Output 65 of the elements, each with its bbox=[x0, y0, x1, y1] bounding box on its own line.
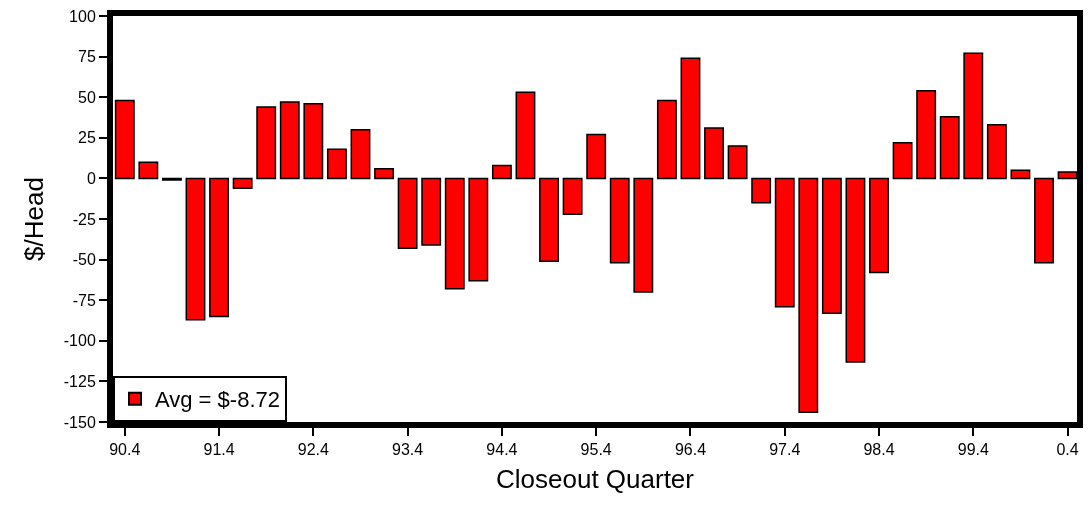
bar bbox=[138, 161, 159, 180]
bar bbox=[586, 133, 607, 180]
y-tick-label: 25 bbox=[78, 129, 96, 147]
y-tick-label: 50 bbox=[78, 88, 96, 106]
bar bbox=[562, 177, 583, 215]
x-tick-label: 90.4 bbox=[109, 441, 141, 459]
x-tick-label: 93.4 bbox=[392, 441, 424, 459]
bar bbox=[374, 167, 394, 180]
bar bbox=[798, 177, 819, 414]
x-tick-label: 96.4 bbox=[674, 441, 707, 459]
y-tick-label: -50 bbox=[72, 251, 96, 269]
bar bbox=[515, 91, 536, 180]
x-tick-label: 91.4 bbox=[203, 441, 235, 459]
y-tick-label: -150 bbox=[63, 413, 96, 431]
bar bbox=[421, 177, 442, 246]
y-tick-label: -75 bbox=[72, 291, 96, 309]
bar bbox=[1034, 177, 1054, 264]
bar bbox=[774, 177, 795, 308]
y-axis-title: $/Head bbox=[18, 177, 49, 261]
bar bbox=[468, 177, 489, 282]
bar bbox=[114, 99, 135, 180]
bar bbox=[609, 177, 630, 264]
bar bbox=[821, 177, 842, 314]
bar bbox=[444, 177, 465, 290]
bar bbox=[633, 177, 654, 293]
bar bbox=[727, 145, 748, 180]
bar bbox=[704, 127, 724, 180]
bar bbox=[963, 52, 984, 180]
bar bbox=[491, 164, 512, 180]
x-tick-label: 97.4 bbox=[769, 441, 801, 459]
bar bbox=[232, 177, 253, 189]
y-tick-label: 0 bbox=[86, 170, 96, 187]
bar bbox=[279, 101, 300, 180]
bar bbox=[986, 124, 1007, 180]
y-tick-label: -100 bbox=[63, 332, 96, 350]
x-tick-label: 98.4 bbox=[863, 441, 895, 459]
bar bbox=[1057, 171, 1077, 180]
bar bbox=[892, 141, 913, 180]
bar bbox=[185, 177, 206, 321]
bar bbox=[680, 57, 701, 180]
x-tick-label: 99.4 bbox=[957, 441, 989, 459]
y-tick-label: -125 bbox=[63, 373, 96, 390]
bar bbox=[256, 106, 277, 180]
x-tick-label: 0.4 bbox=[1056, 441, 1079, 459]
y-tick-label: 75 bbox=[78, 48, 96, 66]
x-tick-label: 94.4 bbox=[486, 441, 518, 459]
x-tick-label: 92.4 bbox=[297, 441, 330, 459]
bar bbox=[397, 177, 418, 249]
bar bbox=[209, 177, 230, 318]
bar bbox=[1010, 169, 1031, 180]
bar bbox=[916, 89, 937, 180]
bar bbox=[350, 128, 371, 180]
bar bbox=[845, 177, 866, 363]
y-tick-label: -25 bbox=[72, 210, 96, 228]
bar bbox=[326, 148, 347, 180]
bar bbox=[751, 177, 772, 204]
bar bbox=[539, 177, 559, 262]
bar bbox=[656, 99, 677, 180]
bar bbox=[939, 115, 960, 180]
x-axis-title: Closeout Quarter bbox=[496, 464, 695, 495]
x-tick-label: 95.4 bbox=[580, 441, 612, 459]
y-tick-label: 100 bbox=[69, 7, 96, 25]
bar bbox=[869, 177, 889, 274]
bar bbox=[303, 102, 324, 180]
legend-label: Avg = $-8.72 bbox=[155, 387, 280, 413]
